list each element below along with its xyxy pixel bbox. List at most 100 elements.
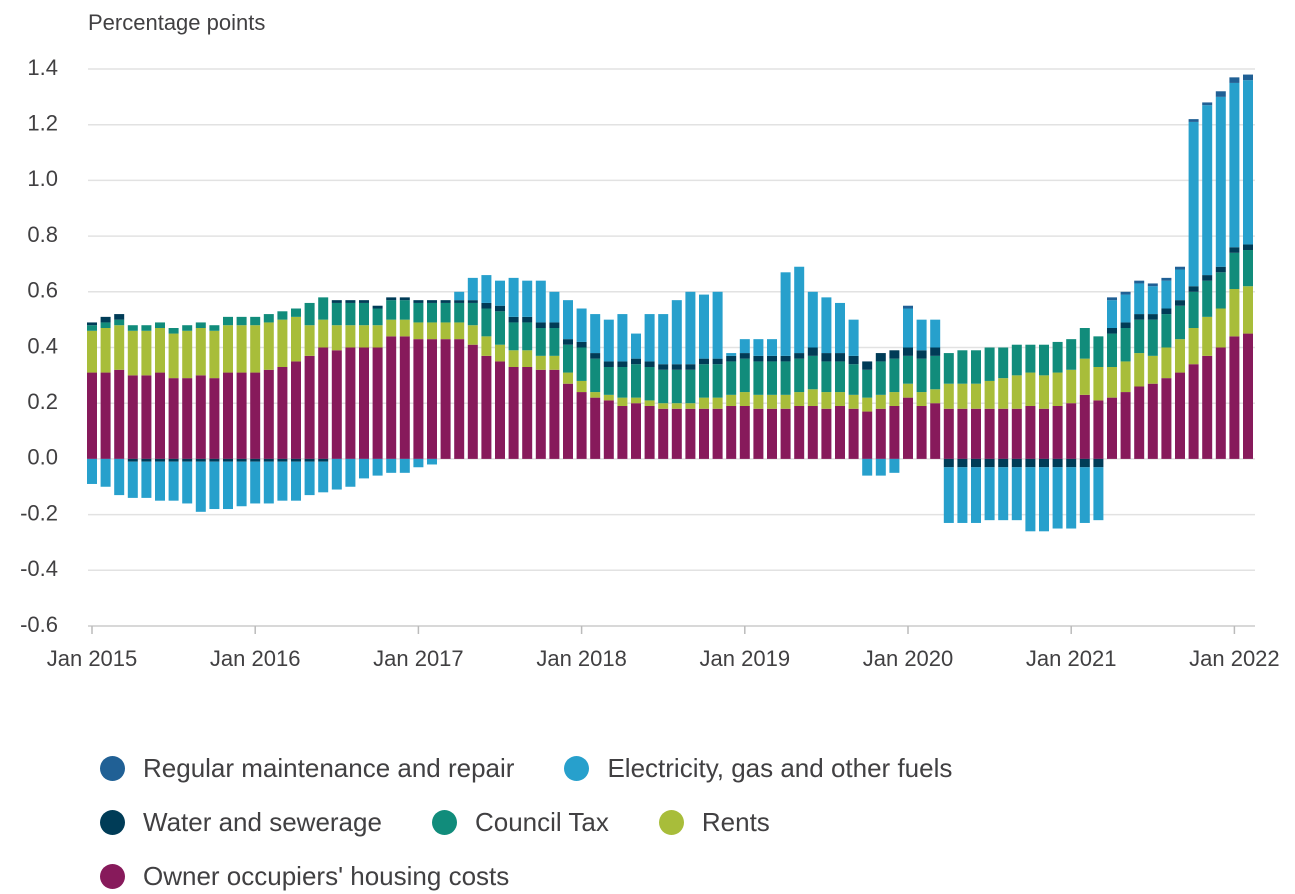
bar-segment — [943, 458, 954, 468]
bar-segment — [209, 458, 220, 462]
bar-segment — [359, 302, 369, 326]
y-tick-label: 1.2 — [27, 111, 58, 136]
legend-label: Electricity, gas and other fuels — [607, 752, 953, 783]
bar-segment — [372, 458, 383, 476]
bar-segment — [1120, 328, 1131, 362]
bar-segment — [671, 408, 682, 459]
bar-segment — [943, 467, 954, 523]
bar-segment — [359, 325, 369, 348]
bar-segment — [535, 280, 546, 323]
bar-segment — [984, 380, 995, 409]
bar-segment — [889, 458, 900, 473]
bar-segment — [862, 411, 873, 459]
bar-segment — [1202, 102, 1213, 106]
bar-segment — [753, 355, 764, 362]
bar-segment — [835, 392, 845, 406]
bar-segment — [1066, 339, 1077, 370]
bar-segment — [631, 403, 641, 459]
bar-segment — [916, 392, 927, 406]
bar-segment — [685, 364, 696, 370]
y-tick-label: 1.0 — [27, 166, 58, 191]
bar-segment — [1161, 347, 1172, 379]
bar-segment — [413, 322, 424, 340]
bar-segment — [1161, 280, 1172, 309]
bar-segment — [291, 458, 301, 462]
bar-segment — [495, 361, 505, 459]
bar-segment — [1147, 286, 1158, 315]
bar-segment — [739, 358, 750, 393]
bar-segment — [1188, 119, 1199, 122]
bar-segment — [835, 302, 845, 354]
bar-segment — [753, 394, 764, 409]
bar-segment — [223, 458, 233, 462]
x-tick-label: Jan 2015 — [47, 646, 138, 671]
bar-segment — [794, 392, 805, 406]
bar-segment — [1229, 82, 1240, 248]
bar-segment — [916, 405, 927, 459]
bar-segment — [699, 358, 709, 365]
bar-segment — [875, 394, 886, 409]
bar-segment — [957, 350, 968, 384]
bar-segment — [427, 322, 437, 340]
bar-segment — [1134, 353, 1145, 387]
bar-segment — [767, 361, 777, 395]
bar-segment — [1052, 372, 1063, 406]
bar-segment — [767, 408, 777, 459]
bar-segment — [549, 322, 560, 329]
bar-segment — [1107, 366, 1117, 398]
bar-segment — [236, 372, 247, 459]
bar-segment — [1079, 358, 1090, 395]
chart: Percentage points -0.6 -0.4 -0.2 0.0 0.2 0.4 0… — [20, 10, 1280, 671]
bar-segment — [699, 397, 709, 409]
bar-segment — [1052, 467, 1063, 529]
bar-segment — [467, 344, 478, 459]
bar-segment — [1215, 308, 1226, 348]
bar-segment — [998, 467, 1009, 521]
bar-segment — [549, 369, 560, 459]
bar-segment — [359, 300, 369, 303]
bar-segment — [576, 380, 587, 393]
bar-segment — [467, 277, 478, 301]
bar-segment — [1161, 308, 1172, 315]
bar-segment — [563, 344, 573, 373]
bar-segment — [481, 355, 492, 459]
bar-segment — [223, 316, 233, 326]
bar-segment — [318, 458, 329, 462]
bar-segment — [386, 458, 397, 473]
bar-segment — [508, 322, 519, 351]
bar-segment — [1175, 266, 1185, 270]
bar-segment — [821, 408, 832, 459]
bar-segment — [658, 408, 669, 459]
bar-segment — [87, 322, 97, 326]
bar-segment — [685, 369, 696, 404]
bar-segment — [467, 325, 478, 345]
bar-segment — [807, 389, 818, 406]
bar-segment — [821, 297, 832, 354]
bar-segment — [209, 325, 220, 331]
bar-segment — [1052, 405, 1063, 459]
bar-segment — [1147, 314, 1158, 320]
bar-segment — [1120, 322, 1131, 329]
bar-segment — [182, 378, 193, 459]
bar-segment — [100, 328, 111, 373]
bar-segment — [345, 458, 356, 487]
legend-item: Owner occupiers' housing costs — [100, 858, 509, 894]
bar-segment — [794, 405, 805, 459]
bar-segment — [386, 300, 397, 320]
y-axis-label: Percentage points — [88, 10, 265, 35]
bar-segment — [195, 458, 206, 462]
bar-segment — [1188, 121, 1199, 287]
bar-segment — [1161, 277, 1172, 281]
bar-segment — [263, 458, 274, 462]
bar-segment — [386, 336, 397, 459]
bar-segment — [590, 358, 601, 393]
bar-segment — [576, 341, 587, 348]
y-tick-label: 0.2 — [27, 389, 58, 414]
bar-segment — [998, 458, 1009, 468]
bar-segment — [943, 383, 954, 409]
bar-segment — [277, 311, 288, 320]
bar-segment — [1039, 375, 1049, 409]
bar-segment — [739, 392, 750, 406]
bar-segment — [957, 408, 968, 459]
bar-segment — [563, 300, 573, 340]
